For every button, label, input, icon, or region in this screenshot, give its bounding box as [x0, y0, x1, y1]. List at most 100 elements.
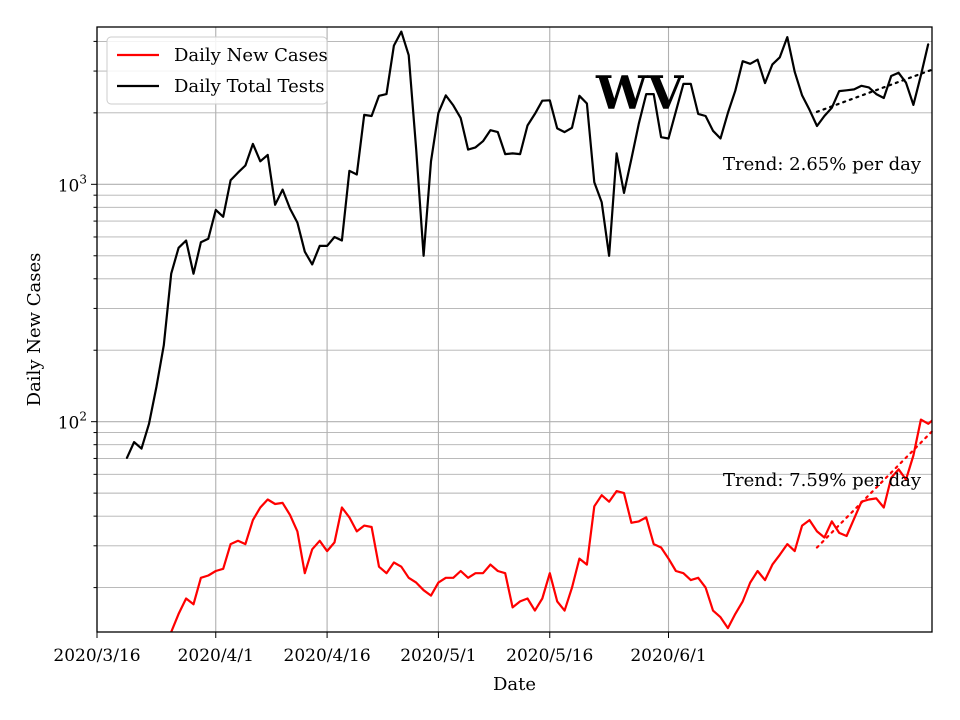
data-point-daily-new-cases	[794, 550, 796, 552]
data-point-daily-total-tests	[905, 82, 907, 84]
data-point-daily-total-tests	[333, 236, 336, 238]
data-point-daily-total-tests	[237, 172, 239, 174]
data-point-daily-total-tests	[207, 238, 209, 240]
data-point-daily-total-tests	[534, 113, 536, 115]
data-point-daily-new-cases	[675, 570, 677, 572]
data-point-daily-total-tests	[794, 71, 796, 73]
data-point-daily-total-tests	[645, 93, 647, 95]
trend-layer	[815, 68, 934, 549]
legend-box	[106, 36, 328, 105]
data-point-daily-total-tests	[133, 441, 135, 443]
data-point-daily-new-cases	[526, 597, 529, 600]
data-point-daily-total-tests	[504, 153, 506, 155]
data-point-daily-new-cases	[927, 423, 929, 425]
data-point-daily-new-cases	[690, 579, 692, 581]
data-point-daily-total-tests	[274, 204, 276, 206]
data-point-daily-new-cases	[252, 519, 254, 521]
data-point-daily-new-cases	[838, 532, 840, 534]
x-tick-label: 2020/4/16	[284, 646, 371, 666]
data-point-daily-total-tests	[601, 201, 603, 203]
y-axis-label: Daily New Cases	[24, 253, 45, 407]
data-point-daily-total-tests	[356, 173, 358, 176]
data-point-daily-total-tests	[727, 112, 729, 114]
series-layer	[125, 30, 932, 654]
data-point-daily-total-tests	[608, 255, 610, 257]
data-point-daily-total-tests	[230, 179, 232, 181]
data-point-daily-total-tests	[408, 54, 410, 56]
data-point-daily-total-tests	[682, 83, 685, 85]
data-point-daily-new-cases	[593, 505, 595, 507]
data-point-daily-new-cases	[801, 525, 803, 527]
data-point-daily-total-tests	[289, 208, 291, 210]
data-point-daily-new-cases	[304, 572, 306, 574]
data-point-daily-new-cases	[237, 540, 239, 542]
data-point-daily-total-tests	[860, 85, 863, 87]
data-point-daily-new-cases	[846, 535, 848, 537]
data-point-daily-total-tests	[244, 164, 246, 167]
data-point-daily-new-cases	[868, 498, 870, 501]
data-point-daily-new-cases	[163, 644, 164, 645]
data-point-daily-new-cases	[326, 550, 328, 552]
plot-frame	[96, 26, 933, 633]
x-tick-label: 2020/3/16	[53, 646, 140, 666]
data-point-daily-total-tests	[155, 386, 157, 388]
data-point-daily-new-cases	[363, 525, 365, 527]
data-point-daily-new-cases	[875, 497, 877, 499]
data-point-daily-total-tests	[734, 90, 736, 92]
data-point-daily-new-cases	[905, 479, 907, 481]
data-point-daily-total-tests	[853, 88, 855, 90]
data-point-daily-new-cases	[890, 477, 892, 479]
data-point-daily-total-tests	[749, 63, 751, 65]
data-point-daily-total-tests	[222, 216, 224, 218]
data-point-daily-total-tests	[437, 112, 439, 114]
data-point-daily-new-cases	[474, 572, 477, 574]
data-point-daily-new-cases	[385, 572, 388, 574]
data-point-daily-total-tests	[489, 129, 491, 131]
data-point-daily-total-tests	[252, 143, 254, 145]
data-point-daily-new-cases	[883, 506, 885, 509]
data-point-daily-new-cases	[192, 603, 195, 605]
data-point-daily-total-tests	[564, 131, 566, 133]
data-point-daily-total-tests	[393, 45, 395, 47]
data-point-daily-new-cases	[638, 520, 640, 523]
data-point-daily-total-tests	[616, 152, 618, 154]
data-point-daily-total-tests	[623, 192, 625, 194]
watermark-text: WV	[595, 66, 685, 120]
data-point-daily-total-tests	[163, 344, 165, 346]
data-point-daily-total-tests	[185, 239, 187, 242]
data-point-daily-new-cases	[178, 613, 180, 615]
data-point-daily-total-tests	[653, 93, 655, 95]
data-point-daily-total-tests	[630, 158, 633, 160]
data-point-daily-total-tests	[920, 74, 922, 76]
data-point-daily-new-cases	[734, 613, 736, 615]
data-point-daily-new-cases	[823, 536, 826, 539]
data-point-daily-total-tests	[296, 222, 298, 224]
data-point-daily-total-tests	[200, 241, 202, 243]
data-point-daily-total-tests	[823, 115, 826, 117]
data-point-daily-new-cases	[371, 526, 373, 528]
data-point-daily-total-tests	[460, 117, 462, 119]
data-point-daily-new-cases	[222, 568, 224, 570]
data-point-daily-total-tests	[511, 152, 514, 154]
data-point-daily-new-cases	[898, 468, 900, 470]
data-point-daily-total-tests	[348, 170, 350, 172]
data-point-daily-new-cases	[831, 520, 833, 523]
data-point-daily-new-cases	[779, 554, 781, 556]
data-point-daily-new-cases	[578, 558, 581, 560]
annotation-layer: Trend: 2.65% per day Trend: 7.59% per day	[723, 154, 922, 491]
trend-line	[815, 68, 934, 113]
data-point-daily-total-tests	[846, 89, 848, 91]
data-point-daily-total-tests	[259, 160, 261, 162]
data-point-daily-new-cases	[549, 572, 551, 574]
data-point-daily-total-tests	[423, 255, 425, 257]
x-tick-label: 2020/5/1	[400, 646, 476, 666]
data-point-daily-new-cases	[727, 627, 729, 629]
data-point-daily-new-cases	[571, 587, 573, 589]
data-point-daily-new-cases	[497, 570, 499, 572]
data-point-daily-new-cases	[437, 582, 439, 584]
data-point-daily-new-cases	[749, 582, 751, 584]
data-point-daily-new-cases	[289, 514, 291, 516]
data-point-daily-new-cases	[215, 570, 217, 572]
data-point-daily-new-cases	[556, 600, 558, 603]
data-point-daily-new-cases	[156, 653, 157, 654]
